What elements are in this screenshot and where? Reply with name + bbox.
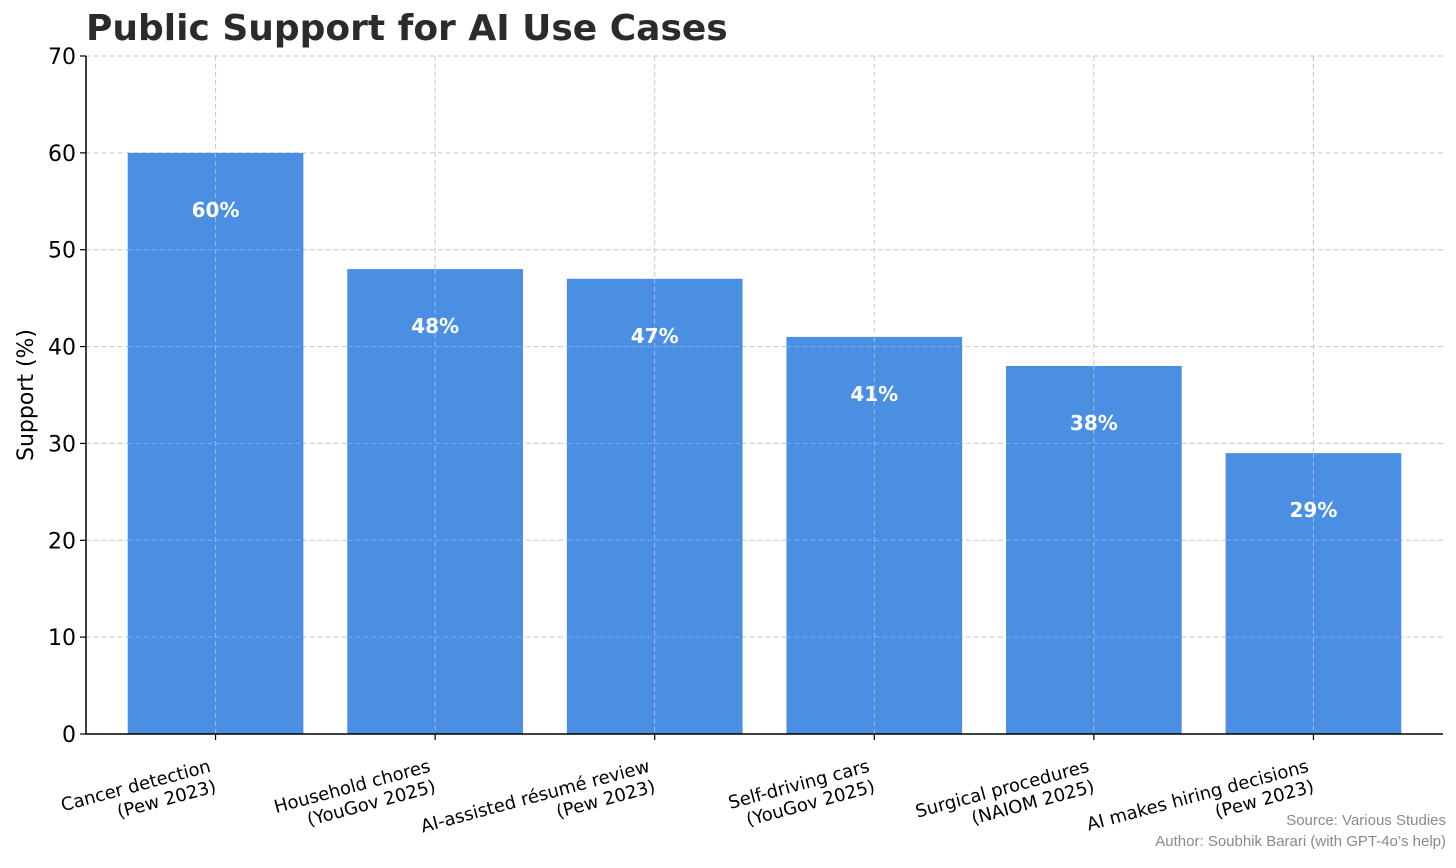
y-tick-label: 0 (62, 723, 76, 748)
x-tick-label: Self-driving cars(YouGov 2025) (726, 756, 877, 831)
author-credit: Author: Soubhik Barari (with GPT-4o’s he… (1155, 833, 1446, 850)
y-tick-label: 50 (48, 239, 76, 264)
y-tick-label: 20 (48, 529, 76, 554)
y-tick-label: 30 (48, 432, 76, 457)
x-tick-label: Cancer detection(Pew 2023) (59, 756, 219, 823)
source-credit: Source: Various Studies (1286, 812, 1446, 829)
x-tick-label: AI-assisted résumé review(Pew 2023) (418, 756, 657, 837)
data-label: 41% (850, 382, 898, 406)
x-tick-label: Household chores(YouGov 2025) (272, 756, 438, 831)
data-label: 48% (411, 314, 459, 338)
data-label: 29% (1290, 498, 1338, 522)
y-tick-label: 70 (48, 45, 76, 70)
y-axis-label: Support (%) (14, 329, 39, 461)
x-tick-label: Surgical procedures(NAIOM 2025) (913, 756, 1096, 829)
data-label: 60% (192, 198, 240, 222)
data-label: 38% (1070, 411, 1118, 435)
y-tick-label: 10 (48, 626, 76, 651)
y-tick-label: 60 (48, 142, 76, 167)
chart-title: Public Support for AI Use Cases (86, 8, 728, 49)
data-label: 47% (631, 324, 679, 348)
y-tick-label: 40 (48, 336, 76, 361)
